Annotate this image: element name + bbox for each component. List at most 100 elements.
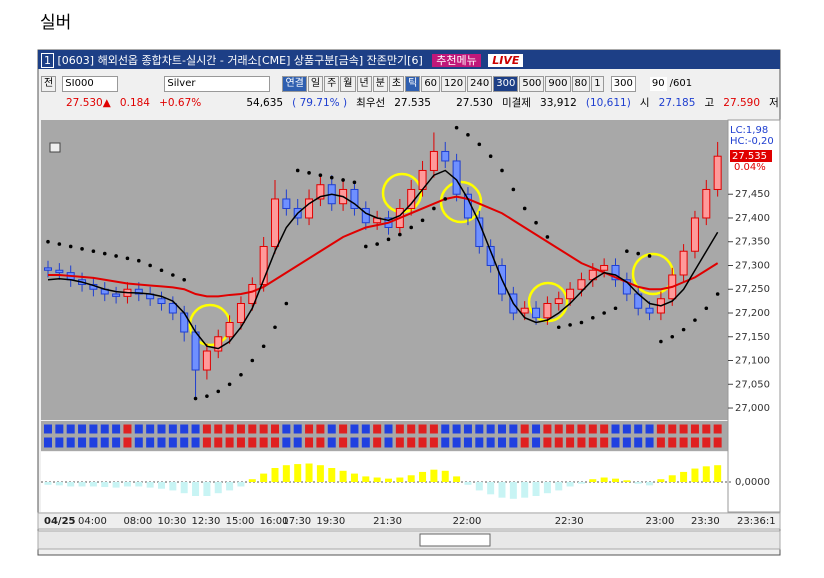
window-number: 1 xyxy=(41,53,54,68)
osc-bar xyxy=(339,470,347,482)
sar-dot xyxy=(329,175,334,180)
candle-body xyxy=(157,298,166,304)
change-pct: +0.67% xyxy=(159,97,202,109)
last-pct-label: 0.04% xyxy=(734,162,766,173)
signal-cell xyxy=(43,423,53,435)
sar-dot xyxy=(579,320,584,325)
osc-bar xyxy=(419,471,427,482)
period-button[interactable]: 60 xyxy=(421,76,441,92)
period-button[interactable]: 초 xyxy=(388,76,405,92)
sar-dot xyxy=(693,318,697,322)
period-button[interactable]: 주 xyxy=(324,76,340,92)
period-button[interactable]: 900 xyxy=(545,76,571,92)
period-button[interactable]: 일 xyxy=(307,76,324,92)
period-button[interactable]: 틱 xyxy=(405,76,421,92)
osc-bar xyxy=(294,464,302,482)
x-tick-label: 04:00 xyxy=(78,516,107,527)
playback-controls[interactable] xyxy=(419,533,491,547)
period-button[interactable]: 300 xyxy=(493,76,519,92)
signal-cell xyxy=(383,436,394,449)
period-button[interactable]: 500 xyxy=(519,76,545,92)
period-button[interactable]: 년 xyxy=(356,76,372,92)
change: 0.184 xyxy=(119,97,150,109)
y-tick-label: 27,450 xyxy=(735,189,770,200)
signal-cell xyxy=(689,423,700,435)
signal-cell xyxy=(133,436,144,449)
osc-bar xyxy=(316,465,324,482)
osc-bar xyxy=(691,468,699,482)
best-bid: 27.535 xyxy=(394,97,431,109)
signal-cell xyxy=(270,423,280,435)
osc-bar xyxy=(350,473,358,482)
osc-bar xyxy=(146,482,154,488)
sar-dot xyxy=(284,301,289,306)
code-input[interactable]: SI000 xyxy=(62,76,119,92)
sar-dot xyxy=(250,358,255,363)
live-button[interactable]: LIVE xyxy=(488,54,524,67)
osc-bar xyxy=(237,482,245,487)
signal-cell xyxy=(372,436,383,449)
period-button[interactable]: 월 xyxy=(340,76,356,92)
signal-cell xyxy=(315,436,326,449)
signal-cell xyxy=(235,436,246,449)
signal-cell xyxy=(304,436,315,449)
period-buttons: 연결 일 주 월 년 분 초 틱 60 120 240 300 500 900 80 1 xyxy=(282,76,604,92)
sar-dot xyxy=(205,394,209,398)
y-tick-label: 27,000 xyxy=(735,403,770,414)
signal-cell xyxy=(655,423,666,435)
signal-cell xyxy=(54,423,65,435)
price-axis xyxy=(727,119,781,513)
signal-cell xyxy=(349,436,360,449)
candle-body xyxy=(259,245,268,285)
signal-cell xyxy=(428,423,439,435)
osc-bar xyxy=(657,479,665,482)
period-button[interactable]: 분 xyxy=(372,76,388,92)
count-input[interactable]: 300 xyxy=(610,76,636,92)
period-button[interactable]: 240 xyxy=(467,76,493,92)
osc-bar xyxy=(566,482,574,487)
signal-cell xyxy=(531,436,542,449)
scrollbar[interactable] xyxy=(37,530,781,550)
signal-cell xyxy=(270,436,280,449)
signal-cell xyxy=(621,436,632,449)
candle-body xyxy=(134,288,143,295)
signal-cell xyxy=(394,423,405,435)
osc-bar xyxy=(646,482,654,486)
signal-cell xyxy=(383,423,394,435)
grid-icon[interactable] xyxy=(49,142,61,153)
last-time-label: 23:36:1 xyxy=(737,516,776,527)
candle-body xyxy=(191,331,200,371)
signal-cell xyxy=(610,423,621,435)
recommend-button[interactable]: 추천메뉴 xyxy=(432,54,481,67)
signal-cell xyxy=(372,423,383,435)
osc-bar xyxy=(634,482,642,484)
highlight-circle xyxy=(527,281,569,323)
osc-bar xyxy=(282,465,290,482)
period-button[interactable]: 120 xyxy=(441,76,467,92)
signal-cell xyxy=(43,436,53,449)
sar-dot xyxy=(102,251,107,256)
x-tick-label: 19:30 xyxy=(316,516,345,527)
signal-cell xyxy=(712,436,723,449)
osc-bar xyxy=(509,482,517,499)
signal-cell xyxy=(394,436,405,449)
osc-bar xyxy=(396,477,404,482)
y-tick-label: 27,200 xyxy=(735,308,770,319)
candle-body xyxy=(566,288,575,300)
period-button[interactable]: 연결 xyxy=(282,76,307,92)
name-input[interactable]: Silver xyxy=(164,76,271,92)
candle-body xyxy=(429,150,438,171)
osc-bar xyxy=(532,482,540,496)
period-button[interactable]: 1 xyxy=(591,76,604,92)
overlay-label: LC:1,98 xyxy=(730,125,768,136)
signal-cell xyxy=(712,423,723,435)
signal-cell xyxy=(440,423,451,435)
osc-bar xyxy=(362,476,370,482)
mode-button[interactable]: 전 xyxy=(41,76,57,92)
signal-cell xyxy=(587,423,598,435)
period-button[interactable]: 80 xyxy=(571,76,591,92)
sar-dot xyxy=(216,389,221,394)
osc-bar xyxy=(203,482,211,496)
signal-cell xyxy=(474,436,485,449)
